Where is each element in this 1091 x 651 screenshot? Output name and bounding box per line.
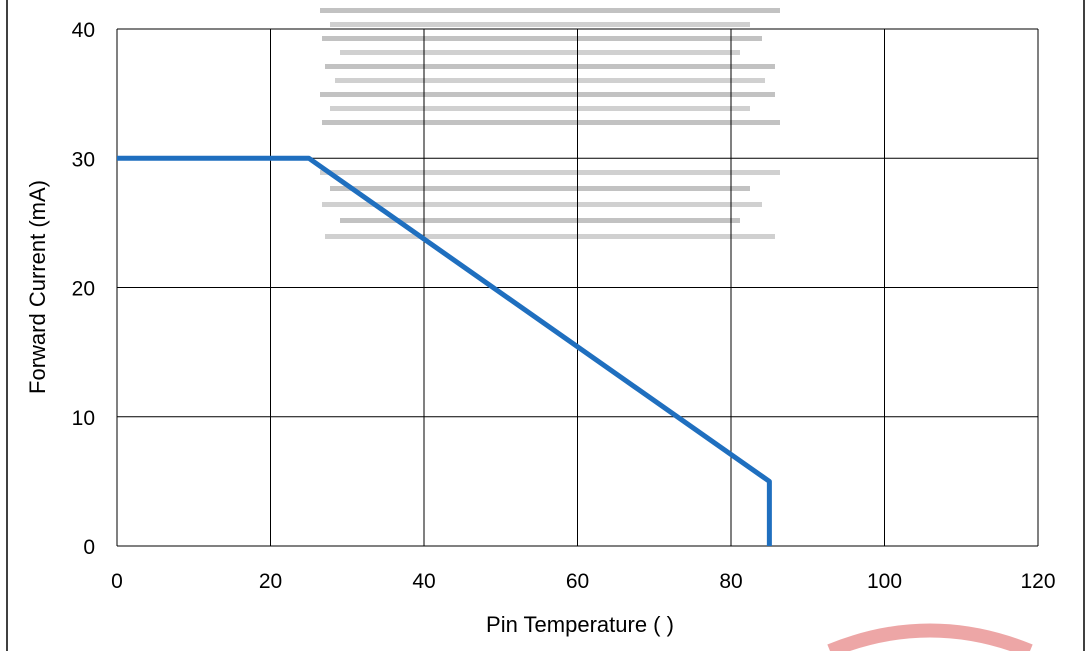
x-tick-label: 20 [259, 570, 282, 593]
y-tick-label: 30 [72, 148, 95, 171]
y-tick-label: 0 [83, 536, 95, 559]
series-layer [117, 155, 772, 546]
x-tick-label: 80 [719, 570, 742, 593]
x-tick-label: 100 [867, 570, 902, 593]
grid [116, 28, 1039, 547]
y-tick-label: 40 [72, 19, 95, 42]
artifact-stripe [325, 64, 775, 69]
artifact-stripe [325, 234, 775, 239]
x-tick-label: 40 [412, 570, 435, 593]
y-tick-label: 10 [72, 407, 95, 430]
series-line [117, 155, 772, 546]
artifact-stripe [322, 202, 762, 207]
y-tick-label: 20 [72, 278, 95, 301]
y-axis-title: Forward Current (mA) [25, 180, 50, 394]
x-tick-label: 60 [566, 570, 589, 593]
artifact-stripe [340, 50, 740, 55]
x-tick-label: 0 [111, 570, 123, 593]
artifact-stripe [330, 106, 750, 111]
artifact-stripe [320, 170, 780, 175]
artifact-stripe [322, 120, 780, 125]
stamp-watermark [827, 623, 1033, 651]
scanned-overlay-artifact [320, 0, 782, 239]
y-tick-labels: 0 10 20 30 40 [72, 19, 95, 559]
artifact-stripe [320, 92, 775, 97]
artifact-stripe [330, 22, 750, 27]
artifact-stripe [320, 8, 780, 13]
artifact-stripe [340, 218, 740, 223]
x-tick-labels: 0 20 40 60 80 100 120 [111, 570, 1055, 593]
x-axis-title: Pin Temperature ( ) [486, 612, 674, 637]
artifact-stripe [330, 186, 750, 191]
artifact-stripe [322, 36, 762, 41]
artifact-stripe [335, 78, 765, 83]
x-tick-label: 120 [1020, 570, 1055, 593]
